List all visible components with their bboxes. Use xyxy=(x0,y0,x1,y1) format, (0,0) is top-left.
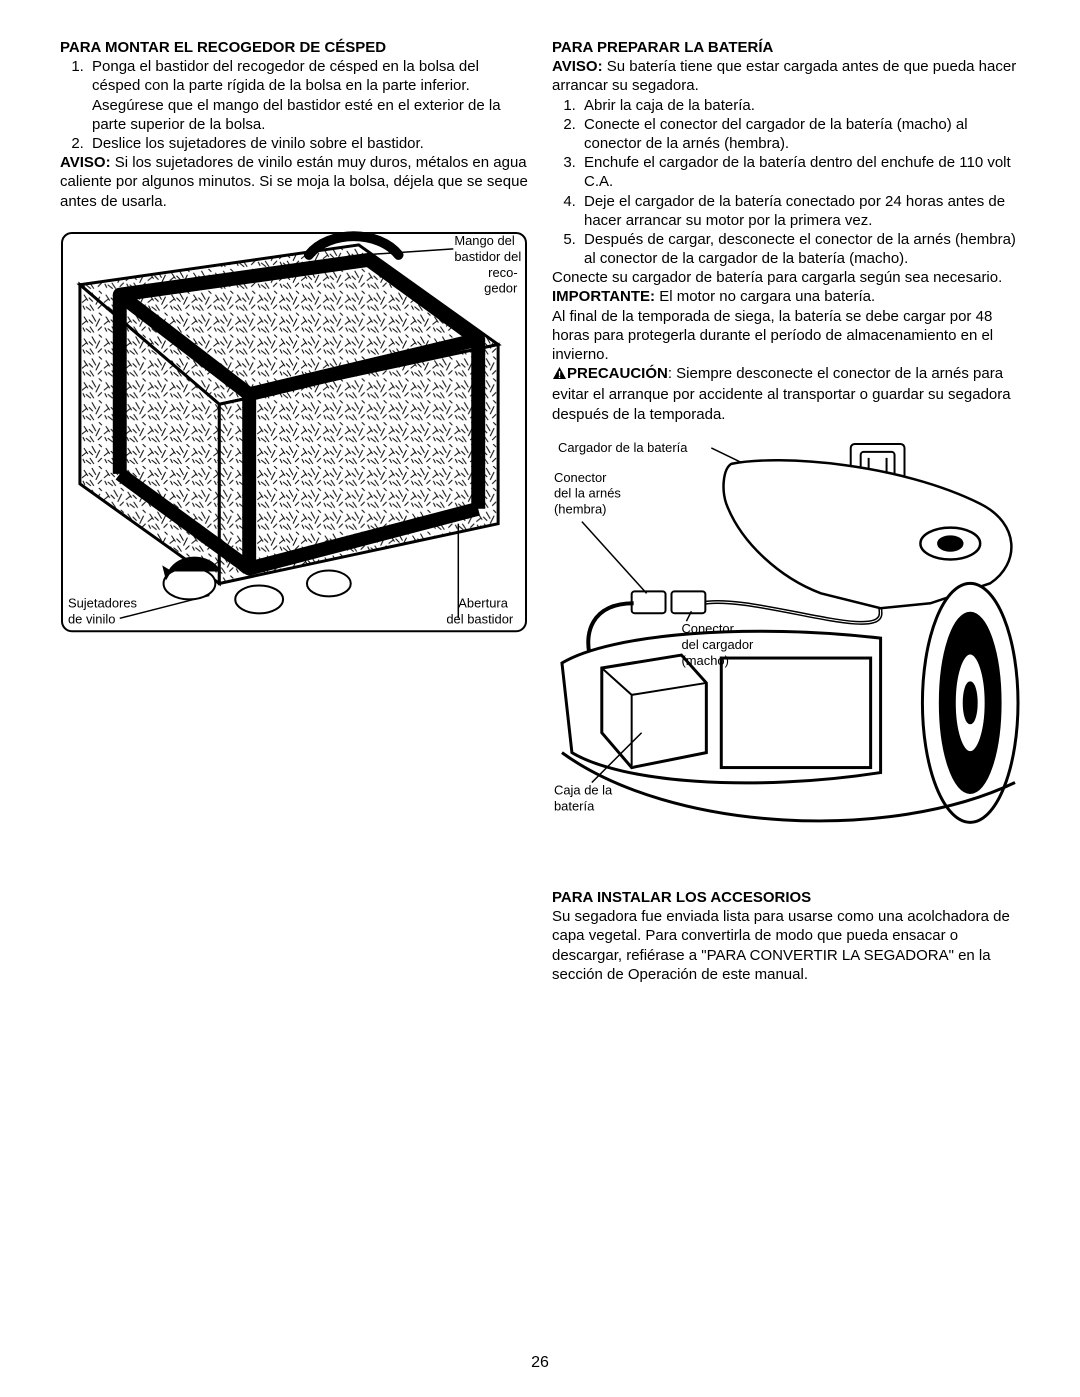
battery-step-3: Enchufe el cargador de la batería dentro… xyxy=(580,153,1020,191)
heading-prepare-battery: PARA PREPARAR LA BATERÍA xyxy=(552,38,1020,57)
label-box-2: batería xyxy=(554,798,595,813)
battery-important: IMPORTANTE: El motor no cargara una bate… xyxy=(552,287,1020,306)
precaucion-label: PRECAUCIÓN xyxy=(567,365,668,382)
label-mango-3: reco- xyxy=(488,264,517,279)
figure-battery-charger: Cargador de la batería xyxy=(552,434,1020,852)
importante-text: El motor no cargara una batería. xyxy=(655,288,875,305)
label-conn-1: Conector xyxy=(681,621,734,636)
left-column: PARA MONTAR EL RECOGEDOR DE CÉSPED Ponga… xyxy=(60,38,528,984)
battery-step-2: Conecte el conector del cargador de la b… xyxy=(580,115,1020,153)
spacer xyxy=(552,852,1020,888)
manual-page: PARA MONTAR EL RECOGEDOR DE CÉSPED Ponga… xyxy=(0,0,1080,1397)
battery-post2: Al final de la temporada de siega, la ba… xyxy=(552,307,1020,365)
svg-text:!: ! xyxy=(558,370,561,380)
aviso-label: AVISO: xyxy=(60,154,111,171)
battery-post1: Conecte su cargador de batería para carg… xyxy=(552,268,1020,287)
label-abertura-2: del bastidor xyxy=(446,611,514,626)
figure-grass-catcher: Mango del bastidor del reco- gedor Sujet… xyxy=(60,225,528,663)
battery-steps-list: Abrir la caja de la batería. Conecte el … xyxy=(552,96,1020,269)
warning-icon: ! xyxy=(552,366,567,385)
label-box-1: Caja de la xyxy=(554,782,613,797)
label-mango-4: gedor xyxy=(484,280,518,295)
label-harness-3: (hembra) xyxy=(554,501,606,516)
install-accessories-text: Su segadora fue enviada lista para usars… xyxy=(552,907,1020,984)
label-conn-3: (macho) xyxy=(681,653,728,668)
battery-step-1: Abrir la caja de la batería. xyxy=(580,96,1020,115)
heading-mount-grass-catcher: PARA MONTAR EL RECOGEDOR DE CÉSPED xyxy=(60,38,528,57)
label-harness-2: del la arnés xyxy=(554,485,621,500)
battery-precaucion: !PRECAUCIÓN: Siempre desconecte el conec… xyxy=(552,364,1020,424)
battery-step-4: Deje el cargador de la batería conectado… xyxy=(580,192,1020,230)
label-mango-2: bastidor del xyxy=(454,249,521,264)
aviso-label-2: AVISO: xyxy=(552,58,603,75)
mount-aviso: AVISO: Si los sujetadores de vinilo está… xyxy=(60,153,528,211)
label-sujetadores-2: de vinilo xyxy=(68,611,115,626)
label-charger: Cargador de la batería xyxy=(558,440,688,455)
right-column: PARA PREPARAR LA BATERÍA AVISO: Su bater… xyxy=(552,38,1020,984)
two-column-layout: PARA MONTAR EL RECOGEDOR DE CÉSPED Ponga… xyxy=(60,38,1020,984)
mount-step-1: Ponga el bastidor del recogedor de céspe… xyxy=(88,57,528,134)
heading-install-accessories: PARA INSTALAR LOS ACCESORIOS xyxy=(552,888,1020,907)
aviso-text-2: Su batería tiene que estar cargada antes… xyxy=(552,58,1016,94)
label-conn-2: del cargador xyxy=(681,637,754,652)
aviso-text: Si los sujetadores de vinilo están muy d… xyxy=(60,154,528,209)
label-mango-1: Mango del xyxy=(454,233,515,248)
label-harness-1: Conector xyxy=(554,470,607,485)
importante-label: IMPORTANTE: xyxy=(552,288,655,305)
page-number: 26 xyxy=(0,1353,1080,1373)
mount-steps-list: Ponga el bastidor del recogedor de céspe… xyxy=(60,57,528,153)
label-sujetadores-1: Sujetadores xyxy=(68,595,137,610)
battery-aviso: AVISO: Su batería tiene que estar cargad… xyxy=(552,57,1020,95)
battery-step-5: Después de cargar, desconecte el conecto… xyxy=(580,230,1020,268)
mount-step-2: Deslice los sujetadores de vinilo sobre … xyxy=(88,134,528,153)
label-abertura-1: Abertura xyxy=(458,595,508,610)
